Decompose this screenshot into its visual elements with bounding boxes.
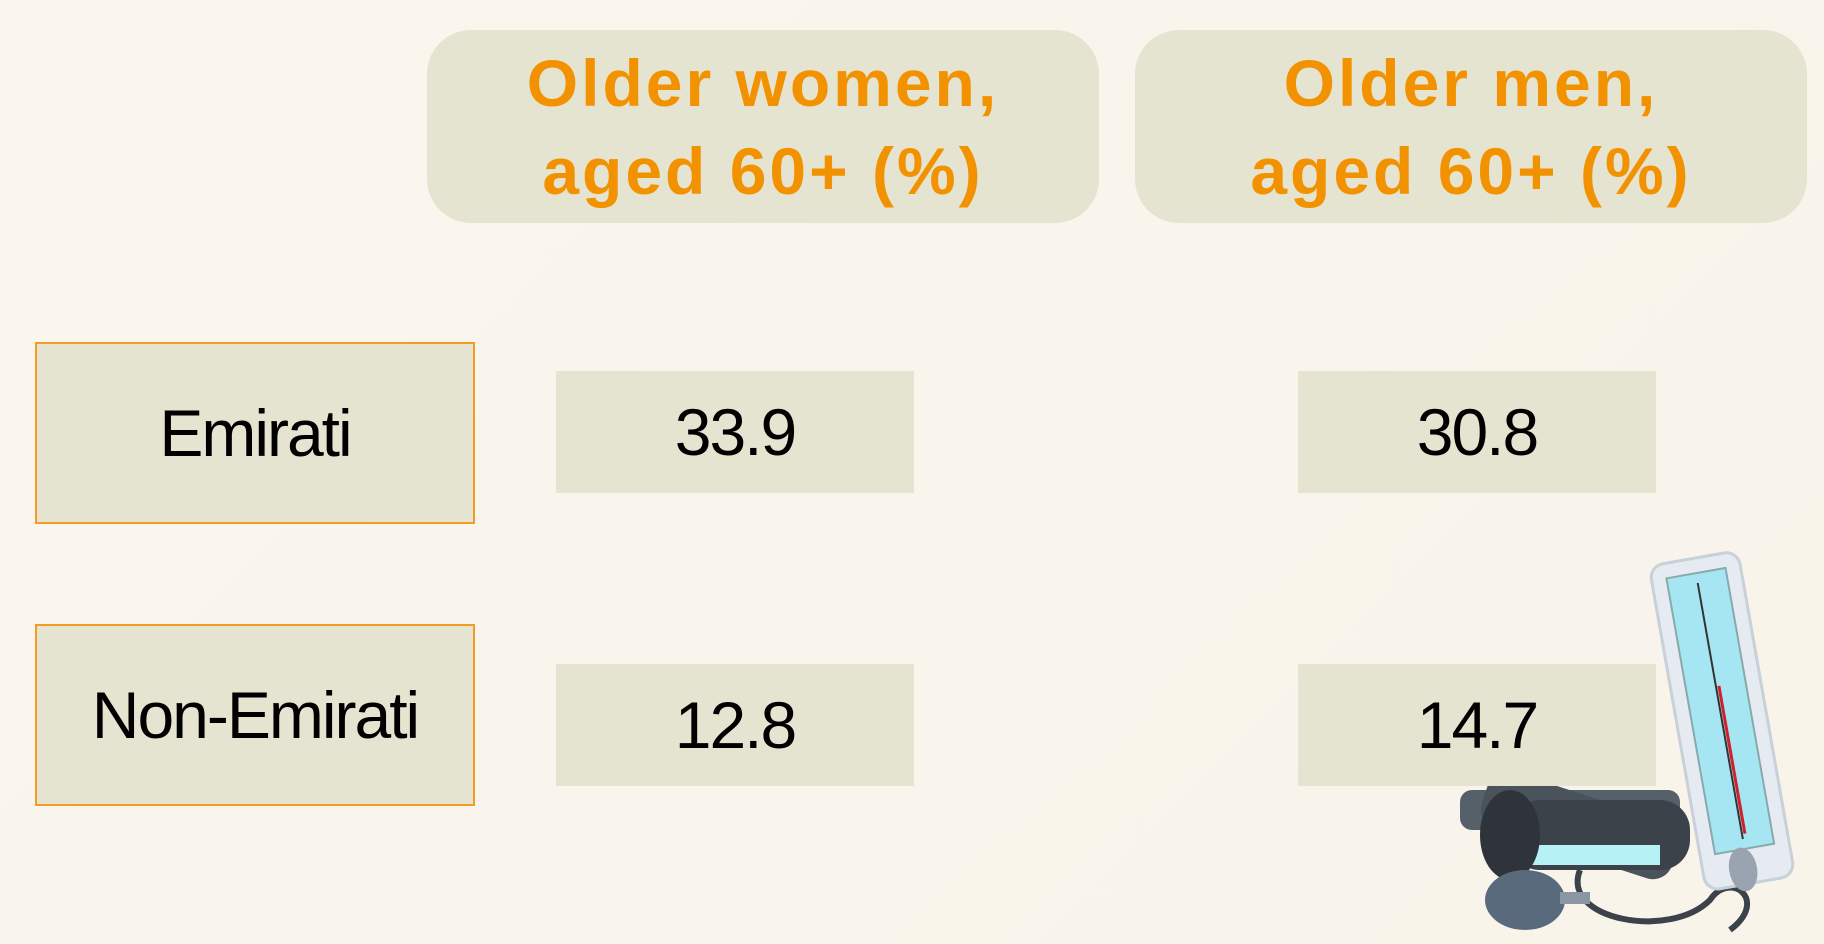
column-header: Older men, aged 60+ (%) xyxy=(1135,30,1807,223)
column-header: Older women, aged 60+ (%) xyxy=(427,30,1099,223)
column-header-text: Older men, aged 60+ (%) xyxy=(1250,45,1692,208)
value-cell: 30.8 xyxy=(1298,371,1656,493)
column-header-text: Older women, aged 60+ (%) xyxy=(526,45,1000,208)
value-cell: 12.8 xyxy=(556,664,914,786)
row-label: Emirati xyxy=(35,342,475,524)
row-label: Non-Emirati xyxy=(35,624,475,806)
value-cell: 14.7 xyxy=(1298,664,1656,786)
value-cell: 33.9 xyxy=(556,371,914,493)
